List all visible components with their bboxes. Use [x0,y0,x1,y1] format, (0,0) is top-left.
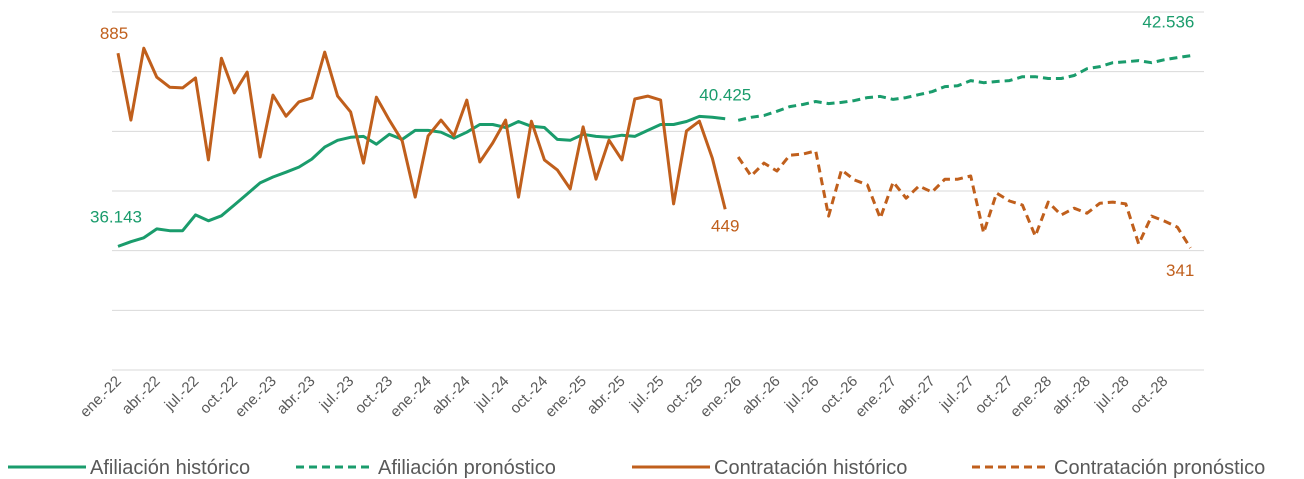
series-line [736,149,1192,249]
data-label: 42.536 [1142,13,1194,32]
x-tick-label: ene.-25 [542,373,590,421]
x-tick-label: jul.-27 [936,373,978,415]
x-tick-label: abr.-28 [1049,373,1094,418]
x-tick-label: jul.-22 [161,373,203,415]
series-line [737,54,1191,122]
x-tick-label: jul.-25 [626,373,668,415]
x-tick-label: jul.-24 [471,373,513,415]
x-tick-label: abr.-25 [584,373,629,418]
x-tick-label: abr.-23 [274,373,319,418]
data-label: 449 [711,216,739,235]
x-tick-label: ene.-24 [387,373,435,421]
data-label: 885 [100,24,128,43]
data-label: 36.143 [90,207,142,226]
x-tick-label: abr.-24 [429,373,474,418]
x-tick-label: oct.-28 [1127,373,1171,417]
data-label: 341 [1166,261,1194,280]
x-tick-label: abr.-26 [739,373,784,418]
x-tick-label: ene.-27 [852,373,900,421]
x-tick-label: ene.-28 [1007,373,1055,421]
legend-label: Afiliación histórico [90,457,250,479]
x-tick-label: jul.-26 [781,373,823,415]
x-tick-label: ene.-26 [697,373,745,421]
legend-label: Contratación histórico [714,457,907,479]
series-line [117,114,726,248]
x-tick-label: abr.-27 [894,373,939,418]
legend-label: Contratación pronóstico [1054,457,1265,479]
x-tick-label: abr.-22 [119,373,164,418]
series-line [116,46,727,210]
x-tick-label: jul.-23 [316,373,358,415]
x-tick-label: jul.-28 [1091,373,1133,415]
x-tick-label: ene.-22 [77,373,125,421]
x-tick-label: ene.-23 [232,373,280,421]
data-label: 40.425 [699,86,751,105]
legend-label: Afiliación pronóstico [378,457,556,479]
